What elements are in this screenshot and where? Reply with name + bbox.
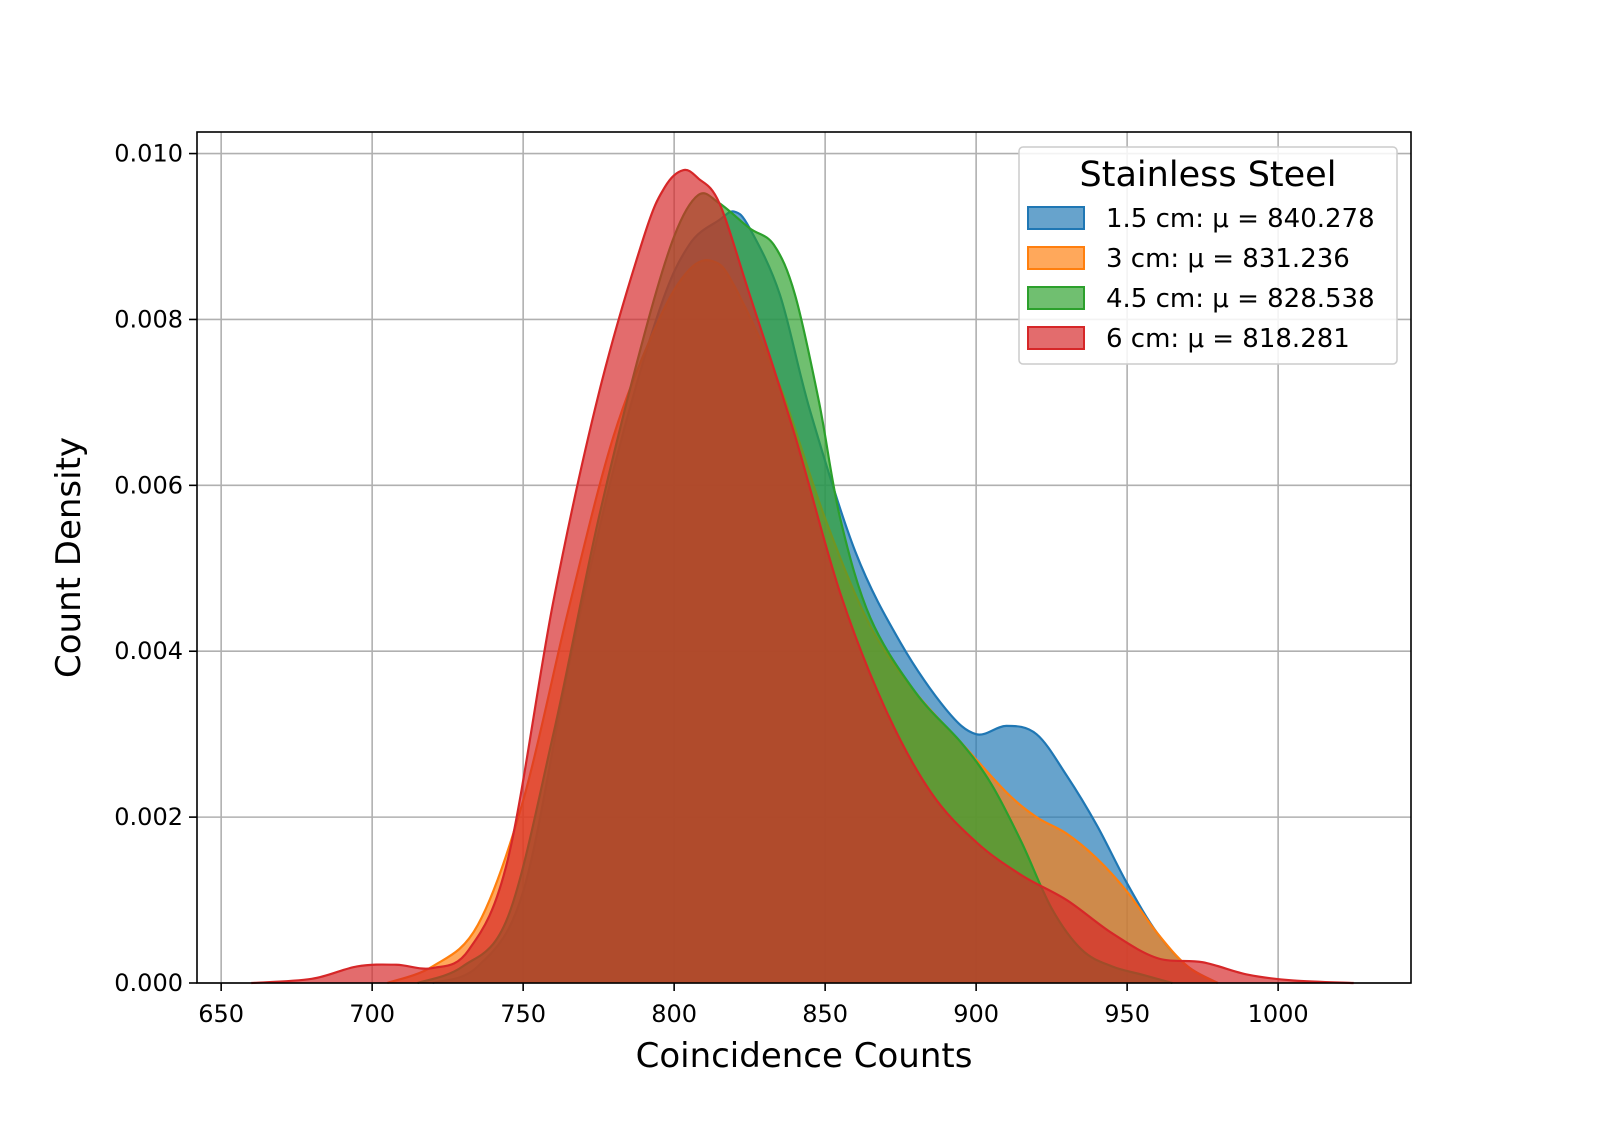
y-tick-label: 0.006 [114,471,183,499]
legend-swatch-3 [1027,286,1085,310]
x-tick-label: 850 [802,1000,848,1028]
x-tick-label: 750 [500,1000,546,1028]
plot-frame [196,131,1412,984]
legend-swatch-1 [1027,206,1085,230]
x-tick-label: 900 [953,1000,999,1028]
density-line-4 [251,168,1354,985]
x-tick-label: 650 [198,1000,244,1028]
x-tick-label: 700 [349,1000,395,1028]
density-area-4 [251,169,1354,983]
y-tick-label: 0.010 [114,140,183,168]
x-tick-label: 1000 [1248,1000,1309,1028]
legend-label-1: 1.5 cm: μ = 840.278 [1106,204,1375,234]
legend-box [1018,146,1398,365]
y-axis-title: Count Density [49,437,89,678]
x-tick-label: 950 [1104,1000,1150,1028]
density-areas [251,168,1354,985]
legend-swatch-4 [1027,326,1085,350]
axis-ticks: 650 700 750 800 850 900 950 1000 0.000 0.002 0.004… [114,140,1308,1028]
legend-swatch-2 [1027,246,1085,270]
legend-label-2: 3 cm: μ = 831.236 [1106,244,1350,274]
x-tick-label: 800 [651,1000,697,1028]
legend-label-3: 4.5 cm: μ = 828.538 [1106,284,1375,314]
y-tick-label: 0.002 [114,803,183,831]
legend-title: Stainless Steel [1080,155,1337,195]
y-tick-label: 0.000 [114,969,183,997]
x-axis-title: Coincidence Counts [636,1036,973,1076]
legend-label-4: 6 cm: μ = 818.281 [1106,324,1350,354]
y-tick-label: 0.004 [114,637,183,665]
y-tick-label: 0.008 [114,305,183,333]
legend: Stainless Steel 1.5 cm: μ = 840.278 3 cm:… [1018,146,1398,365]
